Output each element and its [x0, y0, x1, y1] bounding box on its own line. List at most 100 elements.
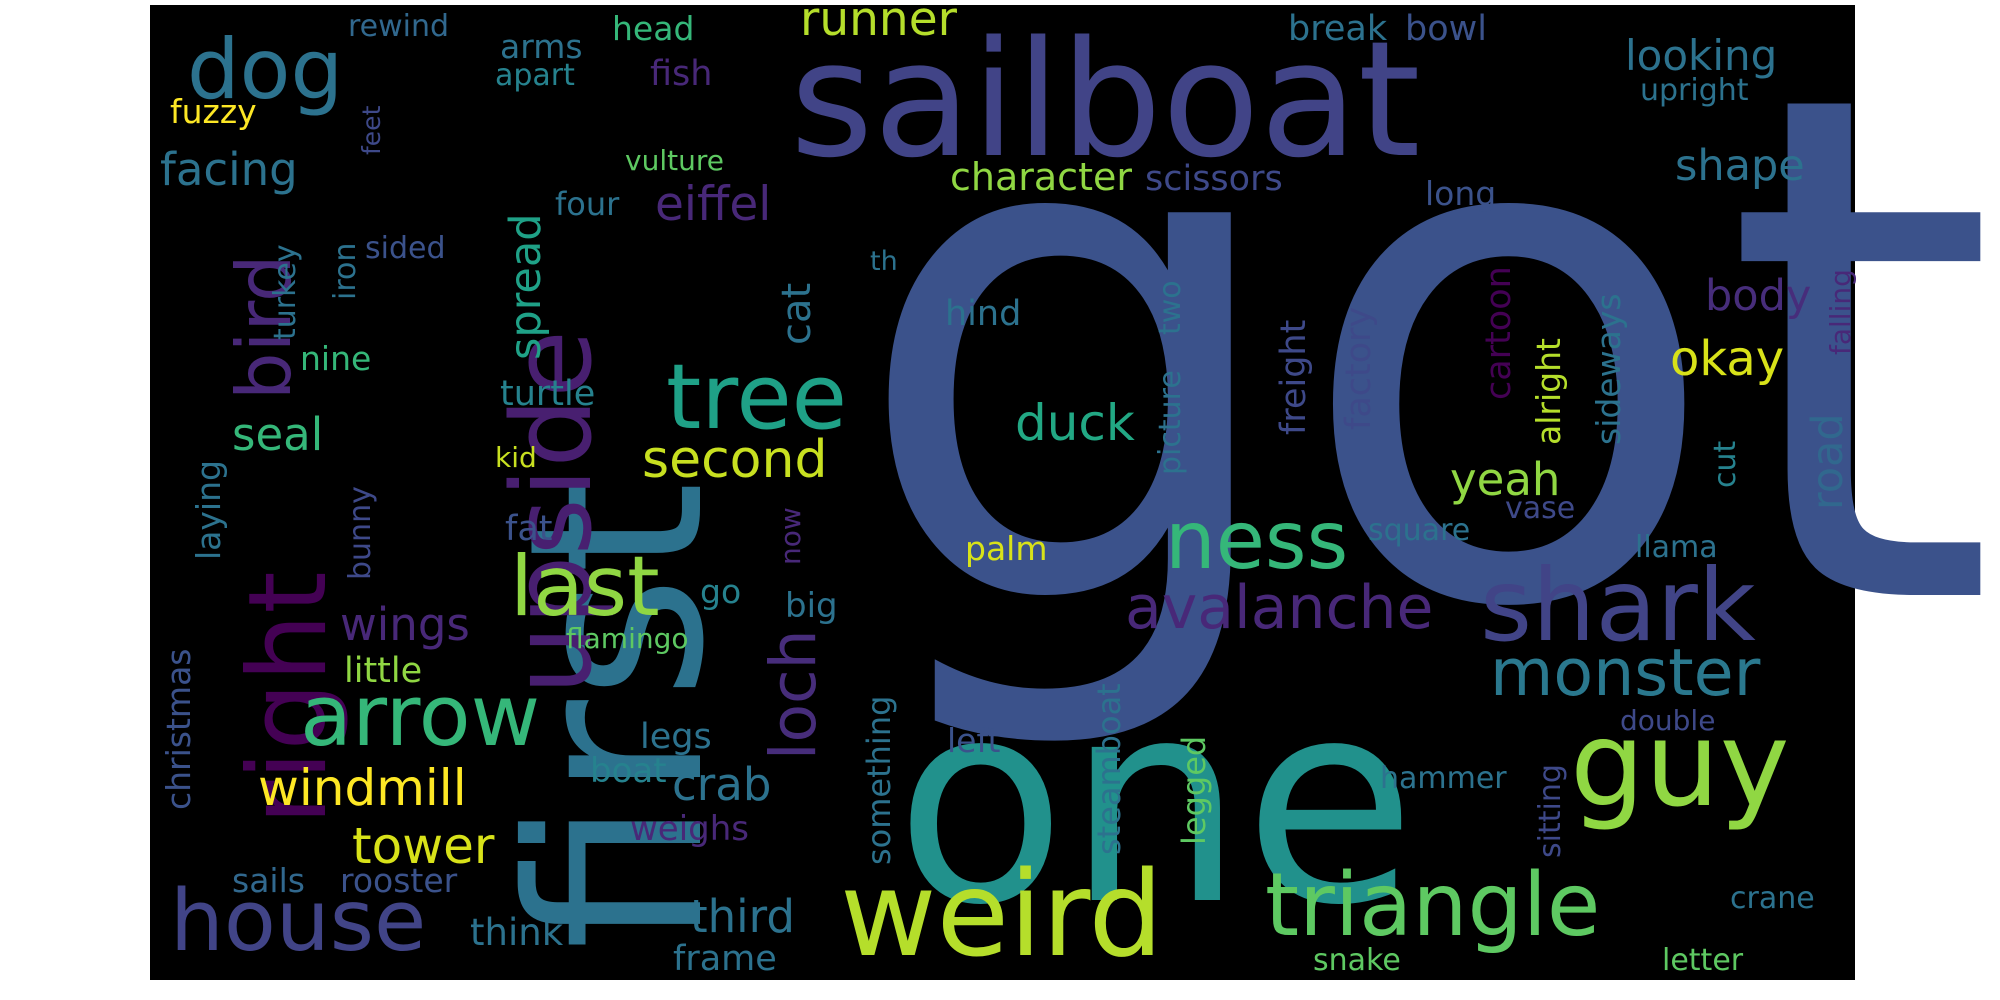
word-crab: crab: [672, 758, 771, 811]
word-last: last: [510, 538, 660, 635]
word-picture: picture: [1153, 370, 1188, 475]
word-road: road: [1803, 413, 1853, 510]
word-freight: freight: [1274, 320, 1314, 435]
word-vase: vase: [1505, 491, 1575, 526]
word-bird: bird: [220, 254, 308, 400]
word-cat: cat: [774, 283, 820, 345]
word-sideways: sideways: [1589, 293, 1628, 445]
word-sailboat: sailboat: [790, 6, 1421, 193]
word-double: double: [1620, 704, 1715, 737]
word-weird: weird: [840, 845, 1163, 983]
word-little: little: [344, 651, 422, 691]
word-got: got: [850, 0, 1997, 761]
word-looking: looking: [1625, 31, 1777, 80]
word-dog: dog: [187, 21, 343, 118]
word-christmas: christmas: [159, 649, 198, 811]
word-monster: monster: [1490, 636, 1761, 711]
word-duck: duck: [1015, 394, 1135, 452]
word-turkey: turkey: [268, 244, 303, 340]
word-fish: fish: [650, 54, 712, 94]
word-nine: nine: [300, 339, 371, 378]
word-first: first: [477, 481, 757, 950]
word-sitting: sitting: [1533, 764, 1568, 858]
word-shape: shape: [1675, 141, 1805, 191]
word-legs: legs: [640, 717, 712, 757]
word-palm: palm: [965, 529, 1047, 568]
word-upright: upright: [1640, 73, 1749, 108]
word-spread: spread: [501, 213, 551, 360]
word-two: two: [1153, 280, 1188, 335]
word-think: think: [470, 911, 564, 954]
word-tree: tree: [666, 345, 847, 450]
word-windmill: windmill: [258, 759, 467, 817]
word-shark: shark: [1480, 547, 1756, 664]
word-head: head: [612, 9, 694, 48]
word-crane: crane: [1730, 881, 1815, 916]
word-cartoon: cartoon: [1479, 266, 1519, 400]
word-now: now: [774, 507, 807, 565]
word-arms: arms: [500, 27, 583, 66]
word-second: second: [642, 430, 827, 490]
word-cloud-background: [150, 5, 1855, 980]
word-apart: apart: [495, 58, 575, 93]
word-snake: snake: [1313, 943, 1401, 978]
word-flamingo: flamingo: [566, 622, 689, 655]
word-wings: wings: [340, 598, 470, 651]
word-feet: feet: [357, 105, 386, 155]
word-scissors: scissors: [1145, 159, 1283, 199]
word-cut: cut: [1708, 440, 1743, 488]
word-runner: runner: [800, 0, 958, 47]
word-go: go: [700, 572, 741, 611]
word-yeah: yeah: [1450, 453, 1560, 506]
word-eiffel: eiffel: [655, 177, 771, 232]
word-one: one: [895, 641, 1416, 967]
word-boat: boat: [590, 751, 667, 791]
word-left: left: [947, 721, 1001, 760]
word-triangle: triangle: [1265, 854, 1600, 956]
word-laying: laying: [189, 460, 228, 560]
word-rewind: rewind: [348, 9, 449, 44]
word-rooster: rooster: [340, 861, 458, 900]
word-break: break: [1288, 9, 1388, 49]
word-th: th: [870, 246, 898, 277]
word-factory: factory: [1339, 307, 1379, 430]
word-weighs: weighs: [630, 809, 749, 849]
word-kid: kid: [495, 441, 537, 474]
word-sails: sails: [232, 861, 305, 900]
word-long: long: [1425, 174, 1496, 213]
word-turtle: turtle: [500, 374, 595, 414]
word-hammer: hammer: [1380, 761, 1507, 796]
word-hind: hind: [945, 294, 1021, 334]
word-bowl: bowl: [1405, 9, 1487, 49]
word-legged: legged: [1175, 736, 1213, 845]
word-big: big: [785, 586, 838, 626]
word-facing: facing: [160, 143, 298, 196]
word-tower: tower: [352, 817, 495, 875]
word-four: four: [555, 185, 620, 223]
word-third: third: [690, 890, 795, 943]
word-bunny: bunny: [343, 486, 378, 580]
word-character: character: [950, 155, 1132, 199]
word-avalanche: avalanche: [1125, 573, 1433, 643]
word-body: body: [1705, 271, 1811, 321]
word-square: square: [1368, 513, 1470, 548]
word-house: house: [170, 872, 426, 971]
word-upside: upside: [488, 330, 616, 695]
word-something: something: [860, 696, 898, 865]
word-okay: okay: [1670, 331, 1784, 387]
word-letter: letter: [1662, 943, 1744, 978]
word-arrow: arrow: [300, 667, 540, 766]
word-cloud-words: got first one sailboat upside right dog bird tre…: [159, 0, 1997, 983]
word-falling: falling: [1824, 269, 1857, 355]
word-llama: llama: [1635, 530, 1718, 565]
word-guy: guy: [1570, 695, 1790, 833]
word-ness: ness: [1165, 494, 1348, 587]
word-alright: alright: [1529, 338, 1568, 445]
word-steamboat: steamboat: [1090, 683, 1128, 855]
word-frame: frame: [673, 939, 777, 979]
word-sided: sided: [365, 231, 446, 266]
word-loch: loch: [757, 629, 830, 760]
word-fat: fat: [505, 509, 553, 549]
word-seal: seal: [232, 408, 323, 461]
